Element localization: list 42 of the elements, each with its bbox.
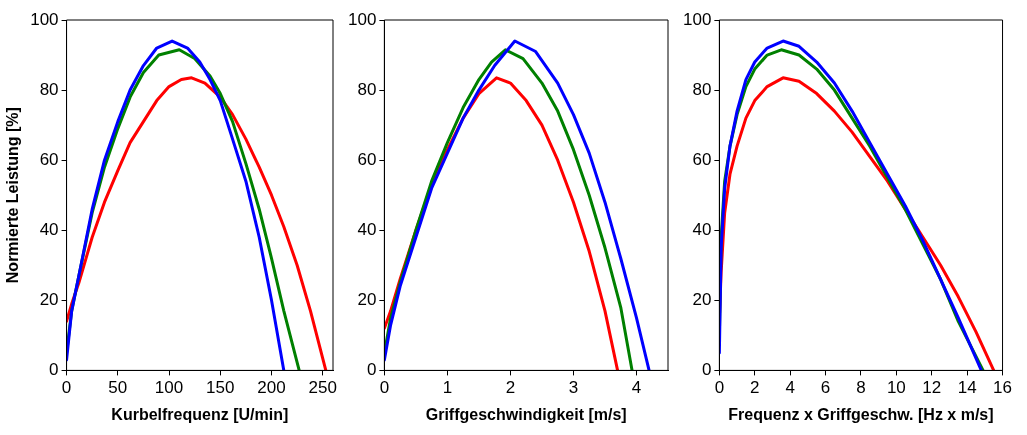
y-tick-label: 100 (682, 9, 712, 29)
x-tick-label: 4 (631, 378, 642, 398)
y-tick-label: 100 (30, 9, 59, 29)
y-tick-label: 0 (701, 360, 712, 380)
y-tick-label: 40 (357, 219, 377, 239)
y-tick-label: 20 (39, 290, 59, 310)
x-tick-label: 0 (714, 378, 725, 398)
x-tick-label: 250 (308, 378, 337, 398)
x-axis-title: Griffgeschwindigkeit [m/s] (425, 405, 627, 423)
x-tick-label: 2 (505, 378, 516, 398)
x-tick-label: 150 (206, 378, 235, 398)
x-tick-label: 6 (820, 378, 831, 398)
x-tick-label: 0 (379, 378, 390, 398)
y-tick-label: 20 (692, 290, 712, 310)
y-tick-label: 80 (39, 79, 59, 99)
x-tick-label: 200 (257, 378, 286, 398)
y-tick-label: 0 (49, 360, 59, 380)
y-tick-label: 60 (39, 149, 59, 169)
y-tick-label: 80 (357, 79, 377, 99)
y-tick-label: 40 (692, 219, 712, 239)
y-tick-label: 20 (357, 290, 377, 310)
x-axis-title: Kurbelfrequenz [U/min] (111, 405, 289, 423)
x-axis-title: Frequenz x Griffgeschw. [Hz x m/s] (728, 405, 994, 423)
x-tick-label: 4 (785, 378, 795, 398)
y-tick-label: 60 (357, 149, 377, 169)
x-tick-label: 2 (750, 378, 760, 398)
y-tick-label: 80 (692, 79, 712, 99)
x-tick-label: 100 (154, 378, 184, 398)
x-tick-label: 12 (922, 378, 942, 398)
x-tick-label: 10 (886, 378, 906, 398)
x-tick-label: 3 (568, 378, 579, 398)
x-tick-label: 0 (61, 378, 72, 398)
y-axis-title: Normierte Leistung [%] (4, 107, 22, 284)
x-tick-label: 50 (108, 378, 128, 398)
y-tick-label: 0 (366, 360, 377, 380)
x-tick-label: 16 (993, 378, 1013, 398)
x-tick-label: 1 (442, 378, 453, 398)
y-tick-label: 40 (39, 219, 59, 239)
y-tick-label: 100 (347, 9, 377, 29)
y-tick-label: 60 (692, 149, 712, 169)
x-tick-label: 8 (856, 378, 866, 398)
x-tick-label: 14 (957, 378, 977, 398)
